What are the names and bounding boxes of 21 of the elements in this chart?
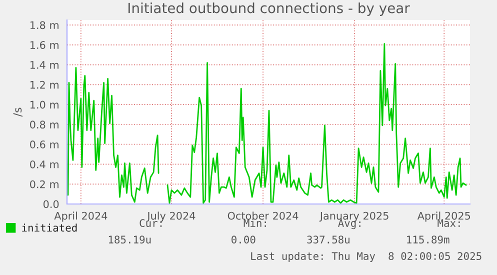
chart-title: Initiated outbound connections - by year [128, 2, 410, 16]
legend-label: initiated [22, 224, 77, 232]
text: Last update: Thu May 8 02:00:05 2025 [251, 252, 482, 262]
x-tick-label: October 2024 [228, 212, 298, 220]
text: Min: [244, 218, 266, 227]
y-tick-label: 1.2 m [30, 80, 58, 89]
y-tick-label: 0.8 m [30, 120, 58, 129]
y-tick-label: 0.6 m [30, 140, 58, 148]
y-tick-label: 0.2 m [30, 180, 58, 188]
y-tick-label: 1.6 m [30, 41, 58, 49]
y-tick-label: 1.4 m [30, 61, 58, 69]
y-tick-label: 1.0 m [30, 100, 58, 109]
y-axis-title: /s [13, 108, 23, 117]
y-tick-label: 0.4 m [30, 160, 58, 168]
text: 0.00 [232, 236, 256, 244]
y-tick-label: 1.8 m [30, 21, 58, 30]
text: 337.58u [307, 236, 350, 244]
x-tick-label: April 2024 [54, 212, 108, 222]
y-tick-label: 0.0 [43, 200, 59, 208]
text: 115.89m [407, 236, 450, 244]
text: 185.19u [108, 236, 151, 244]
